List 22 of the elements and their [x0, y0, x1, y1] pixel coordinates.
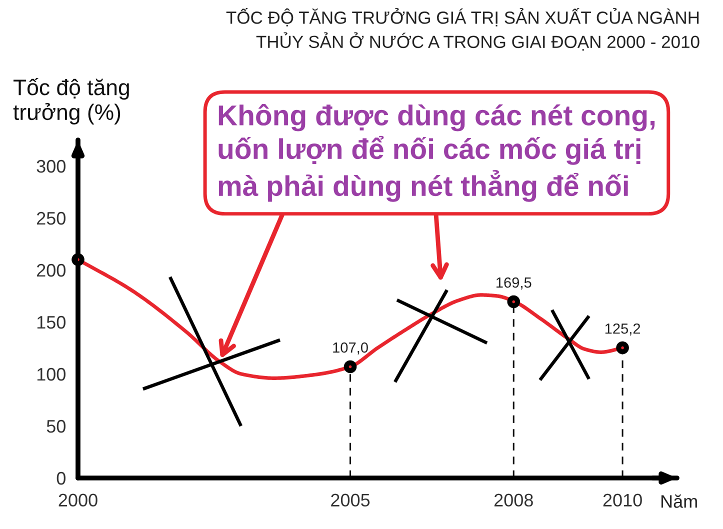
- y-tick-label: 0: [56, 472, 66, 485]
- y-tick-label: 150: [37, 316, 66, 329]
- point: [72, 253, 84, 266]
- y-tick-label: 200: [36, 264, 66, 277]
- x-tick-label: 2005: [331, 494, 370, 507]
- point: [507, 295, 520, 308]
- x-tick-label: 2000: [58, 494, 98, 507]
- y-tick-label: 50: [46, 420, 66, 433]
- y-tick-label: 300: [36, 160, 66, 173]
- y-axis-title: Tốc độ tăng trưởng (%): [13, 78, 129, 124]
- data-label: 169,5: [496, 277, 532, 290]
- data-label: 125,2: [605, 323, 640, 336]
- x-tick-label: 2010: [603, 494, 642, 507]
- x-tick-label: 2008: [494, 494, 533, 507]
- y-tick-label: 250: [36, 212, 66, 225]
- y-tick-label: 100: [37, 368, 66, 381]
- point: [616, 341, 629, 354]
- point: [344, 360, 357, 374]
- data-label: 107,0: [333, 342, 368, 354]
- chart-title: TỐC ĐỘ TĂNG TRƯỞNG GIÁ TRỊ SẢN XUẤT CỦA NGÀNH THỦY SẢN Ở NƯỚC A TRONG GIAI ĐOẠN 2000 - 2010: [226, 8, 700, 51]
- x-axis-title: Năm: [661, 494, 697, 508]
- annotation: Không được dùng các nét cong, uốn lượn để nối các mốc giá trị mà phải dùng nét thẳng để nối: [218, 104, 655, 202]
